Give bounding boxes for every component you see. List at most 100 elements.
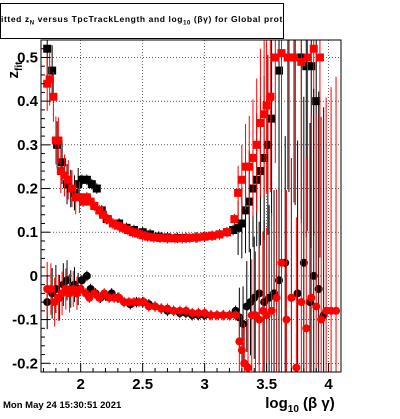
x-tick-label: 2: [76, 376, 84, 393]
data-point-square: [90, 202, 99, 210]
data-point-circle: [157, 304, 166, 313]
chart-title-box: itted zN versus TpcTrackLength and log10…: [0, 3, 284, 39]
data-point-square: [185, 233, 194, 242]
data-point-square: [267, 114, 276, 123]
data-point-circle: [255, 315, 264, 324]
data-point-square: [297, 57, 306, 66]
data-point-square: [86, 197, 95, 206]
data-point-circle: [307, 293, 316, 302]
data-point-square: [48, 66, 57, 75]
data-point-square: [271, 53, 280, 62]
data-point-circle: [151, 302, 160, 311]
data-point-square: [43, 79, 52, 88]
data-point-square: [234, 223, 243, 232]
data-point-square: [234, 188, 243, 197]
data-point-circle: [317, 315, 326, 324]
data-point-circle: [213, 311, 222, 320]
data-point-circle: [169, 306, 178, 315]
y-tick-label: 0.5: [17, 49, 38, 66]
data-point-circle: [244, 363, 253, 372]
data-point-square: [53, 140, 62, 149]
x-tick-label: 2.5: [132, 376, 153, 393]
data-point-square: [77, 175, 86, 184]
data-point-square: [143, 232, 152, 241]
data-point-square: [70, 188, 79, 197]
data-point-square: [303, 53, 312, 62]
data-point-circle: [200, 309, 209, 318]
data-point-circle: [163, 304, 172, 313]
data-point-square: [275, 66, 284, 75]
data-point-square: [60, 171, 69, 180]
data-point-square: [113, 221, 122, 230]
data-point-circle: [175, 306, 184, 315]
data-point-circle: [231, 311, 240, 320]
data-point-square: [266, 92, 275, 101]
data-point-square: [315, 53, 324, 62]
x-tick-label: 3.5: [256, 376, 277, 393]
data-point-square: [215, 230, 224, 239]
data-point-square: [208, 231, 217, 240]
data-point-square: [82, 175, 91, 184]
data-point-circle: [188, 309, 197, 318]
data-point-circle: [332, 306, 341, 315]
data-point-square: [56, 167, 65, 176]
data-point-square: [63, 180, 72, 189]
data-point-square: [307, 62, 316, 71]
y-tick-label: 0.3: [17, 137, 38, 154]
data-point-square: [92, 184, 101, 193]
timestamp-footer: Mon May 24 15:30:51 2021: [3, 400, 122, 411]
data-point-circle: [293, 289, 302, 298]
series-group: [43, 76, 341, 372]
chart-title: itted zN versus TpcTrackLength and log10…: [1, 14, 283, 27]
data-point-square: [103, 215, 112, 224]
data-point-square: [133, 229, 142, 238]
data-point-square: [123, 226, 132, 235]
data-point-square: [200, 232, 209, 241]
data-point-square: [312, 97, 321, 106]
data-point-square: [128, 228, 137, 237]
data-point-circle: [206, 311, 215, 320]
data-point-square: [74, 180, 83, 189]
data-point-square: [229, 226, 238, 235]
data-point-square: [178, 234, 187, 243]
y-tick-label: -0.1: [12, 312, 38, 329]
data-point-square: [252, 140, 261, 149]
data-point-square: [277, 49, 286, 58]
data-point-square: [118, 223, 127, 232]
y-tick-label: 0.4: [17, 93, 39, 110]
data-point-square: [156, 233, 165, 242]
data-point-square: [58, 158, 67, 167]
data-point-square: [79, 197, 88, 206]
data-point-square: [262, 101, 271, 110]
data-point-square: [87, 180, 96, 189]
data-point-circle: [292, 363, 301, 372]
data-point-square: [149, 233, 158, 242]
data-point-square: [263, 140, 272, 149]
title-middle: versus TpcTrackLength and log: [34, 14, 184, 24]
data-point-circle: [267, 306, 276, 315]
title-sub-10: 10: [183, 20, 191, 27]
data-point-square: [67, 184, 76, 193]
data-point-circle: [282, 315, 291, 324]
x-tick-label: 3: [200, 376, 208, 393]
data-point-circle: [302, 324, 311, 333]
y-axis-label: zfit: [5, 61, 25, 79]
data-point-circle: [46, 285, 55, 293]
data-point-square: [95, 206, 104, 215]
data-point-square: [98, 210, 107, 219]
data-point-circle: [144, 302, 153, 311]
data-point-circle: [287, 293, 296, 302]
data-point-square: [289, 53, 298, 62]
data-point-square: [309, 44, 318, 53]
data-point-circle: [219, 311, 228, 320]
data-point-circle: [277, 258, 286, 267]
data-point-square: [230, 215, 239, 224]
data-point-square: [64, 175, 73, 184]
data-point-square: [108, 219, 117, 228]
y-tick-label: 0: [30, 268, 38, 285]
title-sub-n: N: [29, 20, 35, 27]
title-prefix: itted z: [1, 14, 30, 24]
data-point-square: [302, 62, 311, 71]
